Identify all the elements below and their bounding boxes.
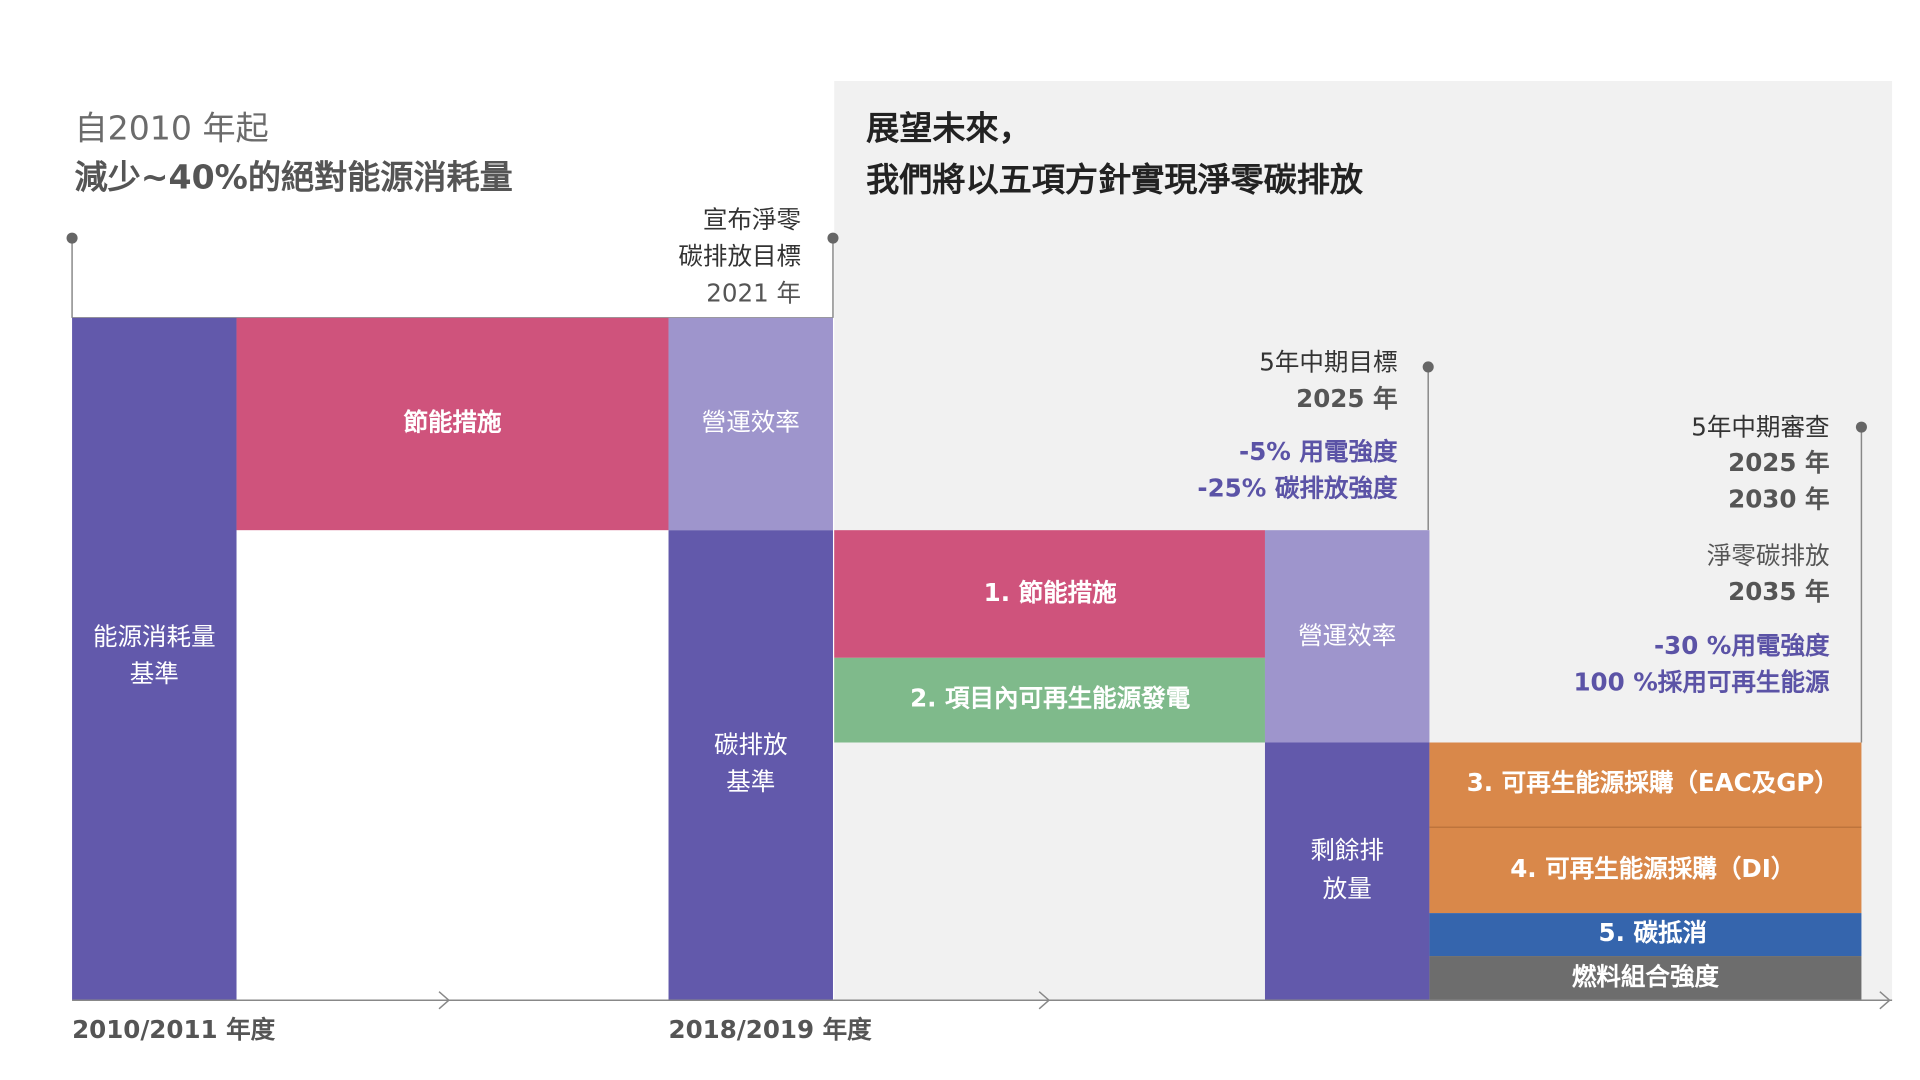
block-label: 節能措施 xyxy=(403,407,502,436)
axis-label: 2010/2011 年度 xyxy=(72,1015,276,1044)
heading-left: 減少~40%的絕對能源消耗量 xyxy=(75,158,513,197)
milestone-text: 碳排放目標 xyxy=(678,242,801,271)
milestone-text: 2035 年 xyxy=(1728,577,1829,606)
milestone-target: -30 %用電強度 xyxy=(1654,631,1830,660)
heading-right: 我們將以五項方針實現淨零碳排放 xyxy=(866,160,1364,199)
block-label: 營運效率 xyxy=(702,407,800,436)
block-label: 3. 可再生能源採購（EAC及GP） xyxy=(1467,768,1839,797)
blocks xyxy=(72,317,1862,1001)
block-label: 基準 xyxy=(130,659,179,688)
baseline xyxy=(72,991,1893,1010)
milestone-text: 2030 年 xyxy=(1728,485,1829,514)
block-label: 2. 項目內可再生能源發電 xyxy=(910,684,1191,713)
block-label: 1. 節能措施 xyxy=(984,578,1118,607)
milestone-text: 淨零碳排放 xyxy=(1707,541,1830,570)
heading-right: 展望未來， xyxy=(866,109,1032,148)
milestone-text: 2025 年 xyxy=(1728,448,1829,477)
milestone-target: -25% 碳排放強度 xyxy=(1197,474,1398,503)
heading-left: 自2010 年起 xyxy=(75,109,269,148)
block-label: 碳排放 xyxy=(714,730,788,759)
block-label: 燃料組合強度 xyxy=(1572,962,1720,991)
block-label: 能源消耗量 xyxy=(93,622,216,651)
milestone-text: 2025 年 xyxy=(1296,384,1397,413)
milestone-text: 2021 年 xyxy=(706,279,801,308)
milestone-target: 100 %採用可再生能源 xyxy=(1573,668,1830,697)
milestone-text: 5年中期審查 xyxy=(1691,412,1829,441)
milestone-target: -5% 用電強度 xyxy=(1239,437,1398,466)
block-label: 營運效率 xyxy=(1298,621,1396,650)
block-label: 基準 xyxy=(726,767,775,796)
block-label: 4. 可再生能源採購（DI） xyxy=(1510,854,1795,883)
block-label: 5. 碳抵消 xyxy=(1599,918,1708,947)
milestone-text: 宣布淨零 xyxy=(703,205,801,234)
axis-label: 2018/2019 年度 xyxy=(669,1015,873,1044)
milestone-text: 5年中期目標 xyxy=(1259,347,1397,376)
block-label: 放量 xyxy=(1323,874,1372,903)
block-label: 剩餘排 xyxy=(1310,836,1384,865)
